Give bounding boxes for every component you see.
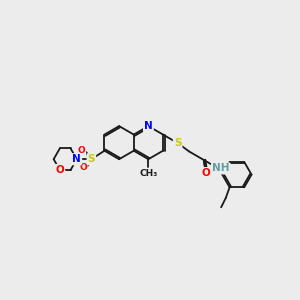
Text: O: O — [56, 165, 64, 175]
Text: NH: NH — [212, 164, 230, 173]
Text: N: N — [72, 154, 81, 164]
Text: S: S — [174, 138, 182, 148]
Text: O: O — [77, 146, 85, 155]
Text: O: O — [79, 163, 87, 172]
Text: N: N — [144, 121, 153, 131]
Text: S: S — [88, 154, 95, 164]
Text: CH₃: CH₃ — [139, 169, 158, 178]
Text: O: O — [202, 168, 211, 178]
